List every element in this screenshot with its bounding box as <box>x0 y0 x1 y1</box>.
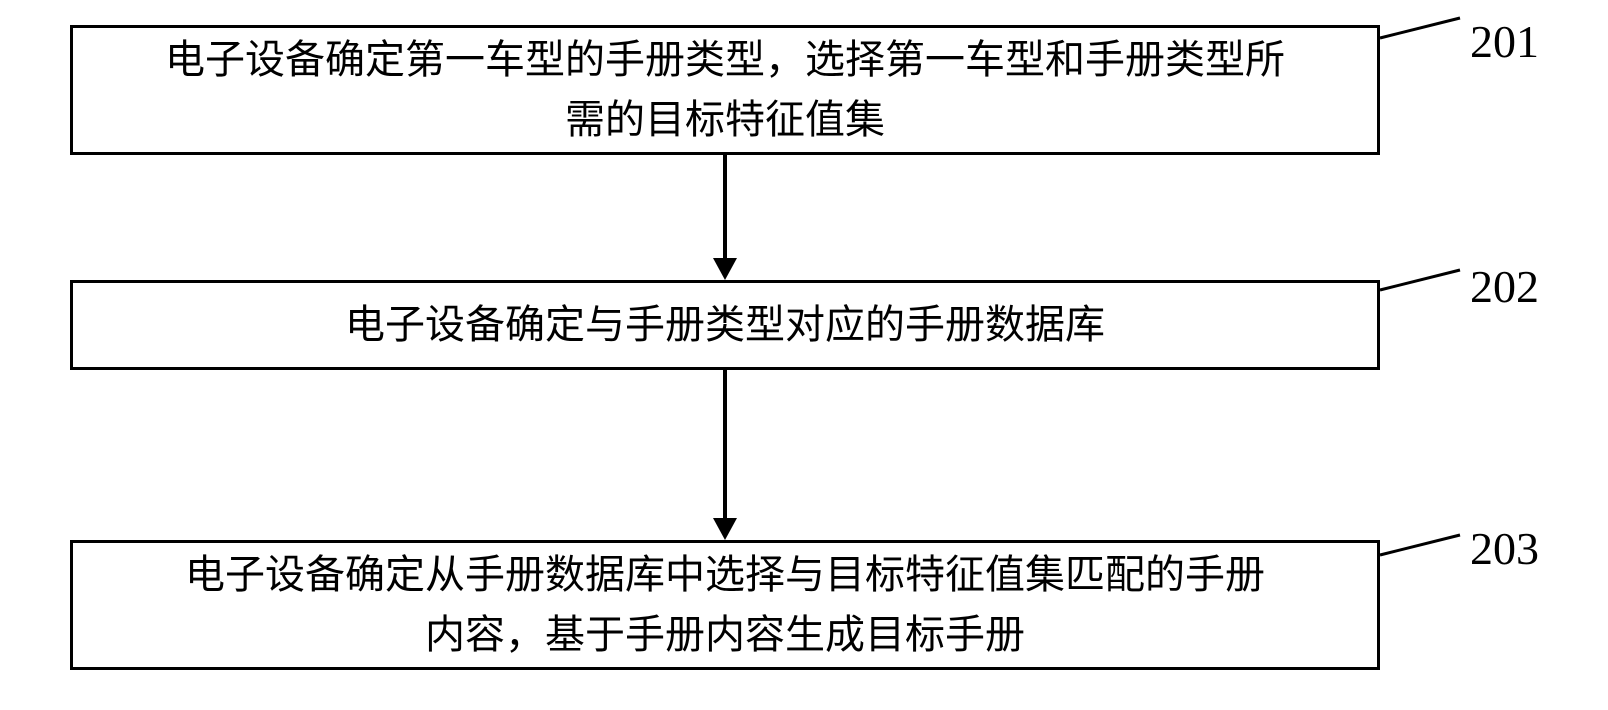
flow-step-1-line1: 电子设备确定第一车型的手册类型，选择第一车型和手册类型所 <box>165 37 1285 82</box>
flow-arrow-1-shaft <box>723 155 727 260</box>
flow-step-2-label-connector <box>1380 265 1465 295</box>
flow-step-2-text: 电子设备确定与手册类型对应的手册数据库 <box>345 295 1105 355</box>
flow-step-3-label: 203 <box>1470 522 1539 575</box>
flowchart-container: 电子设备确定第一车型的手册类型，选择第一车型和手册类型所 需的目标特征值集 20… <box>0 0 1608 710</box>
flow-step-2-line1: 电子设备确定与手册类型对应的手册数据库 <box>345 302 1105 347</box>
flow-step-3-text: 电子设备确定从手册数据库中选择与目标特征值集匹配的手册 内容，基于手册内容生成目… <box>185 545 1265 665</box>
flow-step-3: 电子设备确定从手册数据库中选择与目标特征值集匹配的手册 内容，基于手册内容生成目… <box>70 540 1380 670</box>
flow-step-3-label-connector <box>1380 530 1465 560</box>
flow-step-1: 电子设备确定第一车型的手册类型，选择第一车型和手册类型所 需的目标特征值集 <box>70 25 1380 155</box>
flow-arrow-2-head <box>713 518 737 540</box>
flow-step-1-label: 201 <box>1470 15 1539 68</box>
flow-arrow-2-shaft <box>723 370 727 520</box>
flow-step-1-label-connector <box>1380 15 1465 45</box>
flow-step-1-line2: 需的目标特征值集 <box>565 97 885 142</box>
flow-step-3-line1: 电子设备确定从手册数据库中选择与目标特征值集匹配的手册 <box>185 552 1265 597</box>
flow-step-1-text: 电子设备确定第一车型的手册类型，选择第一车型和手册类型所 需的目标特征值集 <box>165 30 1285 150</box>
flow-step-2-label: 202 <box>1470 260 1539 313</box>
flow-step-2: 电子设备确定与手册类型对应的手册数据库 <box>70 280 1380 370</box>
flow-arrow-1-head <box>713 258 737 280</box>
flow-step-3-line2: 内容，基于手册内容生成目标手册 <box>425 612 1025 657</box>
